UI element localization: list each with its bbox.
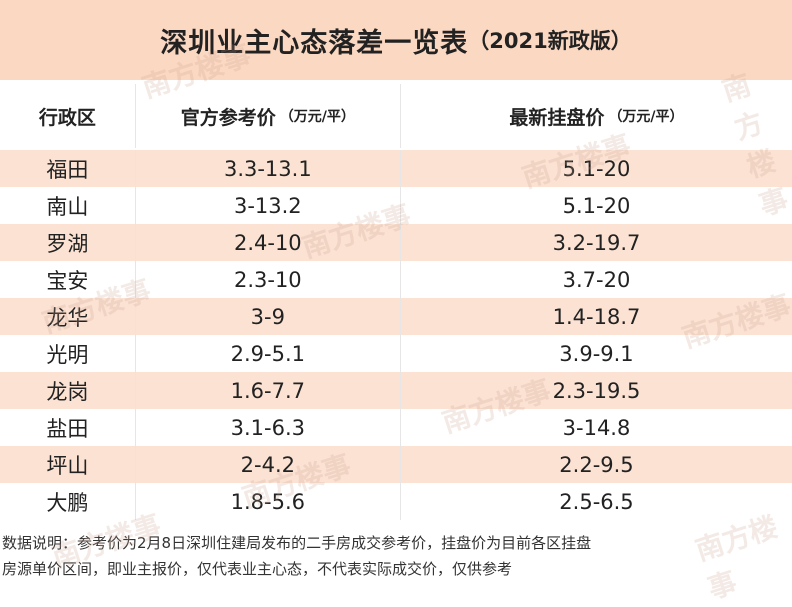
table-cell: 罗湖 (0, 224, 136, 261)
table-cell: 盐田 (0, 409, 136, 446)
table-cell: 南山 (0, 187, 136, 224)
table-cell: 1.6-7.7 (136, 372, 401, 409)
header-label: 官方参考价 (180, 106, 276, 129)
table-header: 行政区 官方参考价 （万元/平） 最新挂盘价 （万元/平） (0, 84, 792, 148)
table-cell: 1.4-18.7 (552, 304, 641, 329)
table-cell: 3.9-9.1 (559, 341, 634, 366)
table-cell: 2.4-10 (136, 224, 401, 261)
title: 深圳业主心态落差一览表 (160, 27, 469, 59)
table-cell: 2.3-19.5 (552, 378, 641, 403)
table-body: 福田 3.3-13.1 5.1-20 南山 3-13.2 5.1-20 罗湖 2.4-10 3.… (0, 150, 792, 520)
table-cell: 2.2-9.5 (559, 452, 634, 477)
table-row: 罗湖 2.4-10 3.2-19.7 (0, 224, 792, 261)
table-row: 南山 3-13.2 5.1-20 (0, 187, 792, 224)
table-row: 盐田 3.1-6.3 3-14.8 (0, 409, 792, 446)
header-label: 行政区 (38, 106, 96, 129)
table-cell: 龙岗 (0, 372, 136, 409)
header-label: 最新挂盘价 (509, 106, 605, 129)
table-cell: 2.5-6.5 (559, 489, 634, 514)
table-row: 坪山 2-4.2 2.2-9.5 (0, 446, 792, 483)
table-cell: 3-9 (136, 298, 401, 335)
table-cell: 2.9-5.1 (136, 335, 401, 372)
table-cell: 3.1-6.3 (136, 409, 401, 446)
table-cell: 1.8-5.6 (136, 483, 401, 520)
table-row: 福田 3.3-13.1 5.1-20 (0, 150, 792, 187)
table-cell: 宝安 (0, 261, 136, 298)
table-row: 龙岗 1.6-7.7 2.3-19.5 (0, 372, 792, 409)
header-unit: （万元/平） (279, 109, 355, 125)
header-cell: 官方参考价 （万元/平） (136, 84, 401, 148)
table-cell: 龙华 (0, 298, 136, 335)
table-cell: 3.3-13.1 (136, 150, 401, 187)
table-cell: 大鹏 (0, 483, 136, 520)
header-unit: （万元/平） (608, 109, 684, 125)
footnote: 数据说明：参考价为2月8日深圳住建局发布的二手房成交参考价，挂盘价为目前各区挂盘… (2, 530, 790, 582)
table-cell: 福田 (0, 150, 136, 187)
header-cell: 最新挂盘价 （万元/平） (401, 84, 792, 148)
table-row: 龙华 3-9 1.4-18.7 (0, 298, 792, 335)
table-cell: 3-14.8 (562, 415, 631, 440)
table-cell: 3.7-20 (562, 267, 631, 292)
footnote-line: 数据说明：参考价为2月8日深圳住建局发布的二手房成交参考价，挂盘价为目前各区挂盘 (2, 534, 592, 552)
table-row: 光明 2.9-5.1 3.9-9.1 (0, 335, 792, 372)
table-cell: 2.3-10 (136, 261, 401, 298)
table-cell: 光明 (0, 335, 136, 372)
table-cell: 5.1-20 (562, 193, 631, 218)
header-cell: 行政区 (0, 84, 136, 148)
footnote-line: 房源单价区间，即业主报价，仅代表业主心态，不代表实际成交价，仅供参考 (2, 560, 513, 578)
table-cell: 3-13.2 (136, 187, 401, 224)
table-row: 宝安 2.3-10 3.7-20 (0, 261, 792, 298)
table-cell: 2-4.2 (136, 446, 401, 483)
table-cell: 坪山 (0, 446, 136, 483)
table-cell: 5.1-20 (562, 156, 631, 181)
title-bar: 深圳业主心态落差一览表 （2021新政版） (0, 0, 792, 80)
table-cell: 3.2-19.7 (552, 230, 641, 255)
table-row: 大鹏 1.8-5.6 2.5-6.5 (0, 483, 792, 520)
edition: （2021新政版） (468, 29, 632, 53)
